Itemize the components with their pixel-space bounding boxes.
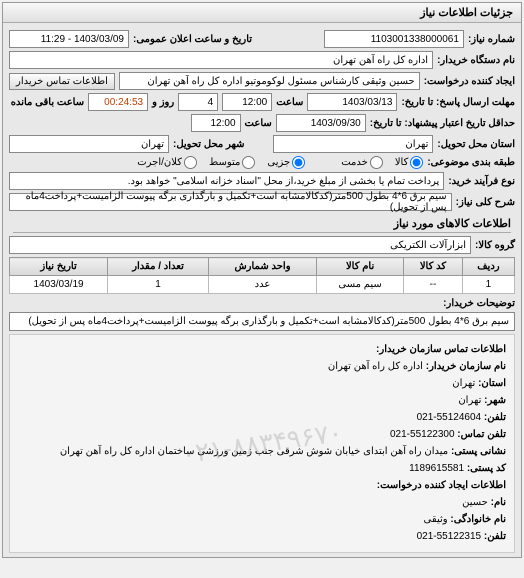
radio-goods[interactable]: کالا — [395, 156, 424, 169]
c-family-l: نام خانوادگی: — [450, 514, 506, 525]
c-tel-v: 55122315-021 — [417, 531, 482, 542]
c-addr-v: میدان راه آهن ابتدای خیابان شوش شرقی جنب… — [60, 446, 448, 457]
requester-field: حسین وثیقی کارشناس مسئول لوکوموتیو اداره… — [119, 72, 420, 90]
contact-button[interactable]: اطلاعات تماس خریدار — [9, 73, 115, 90]
c-city-v: تهران — [458, 395, 481, 406]
table-cell: 1 — [462, 276, 514, 294]
radio-large[interactable]: کلان/اجرت — [137, 156, 197, 169]
province-label: استان محل تحویل: — [437, 139, 515, 150]
min-date-label: حداقل تاریخ اعتبار پیشنهاد: تا تاریخ: — [370, 118, 515, 129]
c-fax-v: 55122300-021 — [390, 429, 455, 440]
table-cell: 1 — [108, 276, 209, 294]
c-post-l: کد پستی: — [467, 463, 506, 474]
org-name-l: نام سازمان خریدار: — [426, 361, 506, 372]
c-family-v: وثیقی — [424, 514, 448, 525]
radio-large-label: کلان/اجرت — [137, 157, 182, 168]
radio-goods-label: کالا — [395, 157, 409, 168]
c-tel-l: تلفن: — [484, 531, 506, 542]
table-cell: -- — [404, 276, 463, 294]
contact-info-area: ۰۲۱-۸۸۳۴۹۶۷۰ اطلاعات تماس سازمان خریدار:… — [9, 334, 515, 553]
c-post-v: 1189615581 — [409, 463, 464, 474]
c-phone-v: 55124604-021 — [417, 412, 482, 423]
keyword-label: شرح کلی نیاز: — [456, 197, 515, 208]
request-no-label: شماره نیاز: — [468, 34, 515, 45]
days-label: روز و — [152, 97, 174, 108]
table-cell: سیم مسی — [317, 276, 404, 294]
c-fax-l: تلفن تماس: — [457, 429, 506, 440]
deadline-hour-label: ساعت — [276, 97, 303, 108]
remain-timer: 00:24:53 — [88, 93, 148, 111]
goods-group-field: ابزارآلات الکتریکی — [9, 236, 471, 254]
requester-label: ایجاد کننده درخواست: — [424, 76, 515, 87]
goods-group-label: گروه کالا: — [475, 240, 515, 251]
buyer-notes-label: توضیحات خریدار: — [443, 298, 515, 309]
table-row: 1--سیم مسیعدد11403/03/19 — [10, 276, 515, 294]
goods-table: ردیفکد کالانام کالاواحد شمارشتعداد / مقد… — [9, 257, 515, 294]
goods-section-title: اطلاعات کالاهای مورد نیاز — [13, 217, 511, 233]
c-province-l: استان: — [478, 378, 506, 389]
c-phone-l: تلفن: — [484, 412, 506, 423]
deadline-date: 1403/03/13 — [307, 93, 397, 111]
radio-medium-label: متوسط — [209, 157, 240, 168]
city-label: شهر محل تحویل: — [173, 139, 245, 150]
province-field: تهران — [273, 135, 433, 153]
process-note: پرداخت تمام یا بخشی از مبلغ خرید،از محل … — [9, 172, 444, 190]
process-label: نوع فرآیند خرید: — [448, 176, 515, 187]
table-header: تعداد / مقدار — [108, 258, 209, 276]
table-header: نام کالا — [317, 258, 404, 276]
table-header: کد کالا — [404, 258, 463, 276]
min-hour: 12:00 — [191, 114, 241, 132]
request-no-field: 1103001338000061 — [324, 30, 464, 48]
org-name-v: اداره کل راه آهن تهران — [328, 361, 423, 372]
min-date: 1403/09/30 — [276, 114, 366, 132]
table-header: ردیف — [462, 258, 514, 276]
c-province-v: تهران — [452, 378, 475, 389]
announce-label: تاریخ و ساعت اعلان عمومی: — [133, 34, 252, 45]
table-header: واحد شمارش — [208, 258, 316, 276]
c-addr-l: نشانی پستی: — [451, 446, 506, 457]
c-name-v: حسین — [462, 497, 488, 508]
deadline-hour: 12:00 — [222, 93, 272, 111]
radio-small-label: جزیی — [267, 157, 290, 168]
creator-title: اطلاعات ایجاد کننده درخواست: — [377, 480, 506, 491]
radio-medium[interactable]: متوسط — [209, 156, 255, 169]
min-hour-label: ساعت — [245, 118, 272, 129]
city-field: تهران — [9, 135, 169, 153]
table-cell: 1403/03/19 — [10, 276, 108, 294]
c-city-l: شهر: — [484, 395, 506, 406]
remain-label: ساعت باقی مانده — [11, 97, 84, 108]
c-name-l: نام: — [491, 497, 506, 508]
buyer-org-field: اداره کل راه آهن تهران — [9, 51, 433, 69]
deadline-label: مهلت ارسال پاسخ: تا تاریخ: — [401, 97, 515, 108]
table-cell: عدد — [208, 276, 316, 294]
announce-field: 1403/03/09 - 11:29 — [9, 30, 129, 48]
buyer-org-label: نام دستگاه خریدار: — [437, 55, 515, 66]
contact-section-title: اطلاعات تماس سازمان خریدار: — [376, 344, 506, 355]
buyer-notes-box: سیم برق 6*4 بطول 500متر(کدکالامشابه است+… — [9, 312, 515, 331]
keyword-field: سیم برق 6*4 بطول 500متر(کدکالامشابه است+… — [9, 193, 452, 211]
radio-service-label: خدمت — [341, 157, 368, 168]
days-value: 4 — [178, 93, 218, 111]
radio-service[interactable]: خدمت — [341, 156, 383, 169]
table-header: تاریخ نیاز — [10, 258, 108, 276]
category-label: طبقه بندی موضوعی: — [427, 157, 515, 168]
radio-small[interactable]: جزیی — [267, 156, 305, 169]
panel-title: جزئیات اطلاعات نیاز — [3, 3, 521, 23]
